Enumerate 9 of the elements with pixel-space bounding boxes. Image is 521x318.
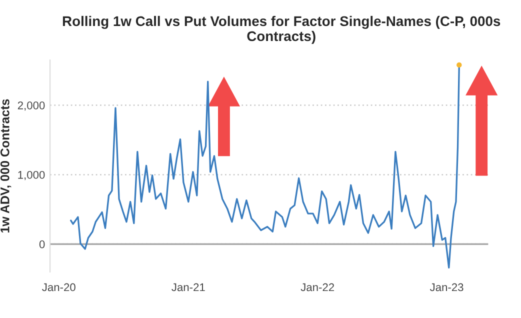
- x-tick-label: Jan-20: [42, 283, 76, 292]
- y-tick-label: 2,000: [18, 102, 45, 111]
- y-tick-label: 0: [39, 240, 45, 248]
- x-tick-label: Jan-22: [300, 283, 334, 292]
- x-tick-label: Jan-21: [172, 283, 205, 292]
- y-axis-title: 1w ADV, 000 Contracts: [0, 99, 12, 232]
- chart-title: Rolling 1w Call vs Put Volumes for Factor Single-Names (C-P, 000s Contracts): [62, 16, 500, 44]
- y-tick-label: 1,000: [18, 170, 45, 180]
- x-tick-label: Jan-23: [430, 283, 464, 292]
